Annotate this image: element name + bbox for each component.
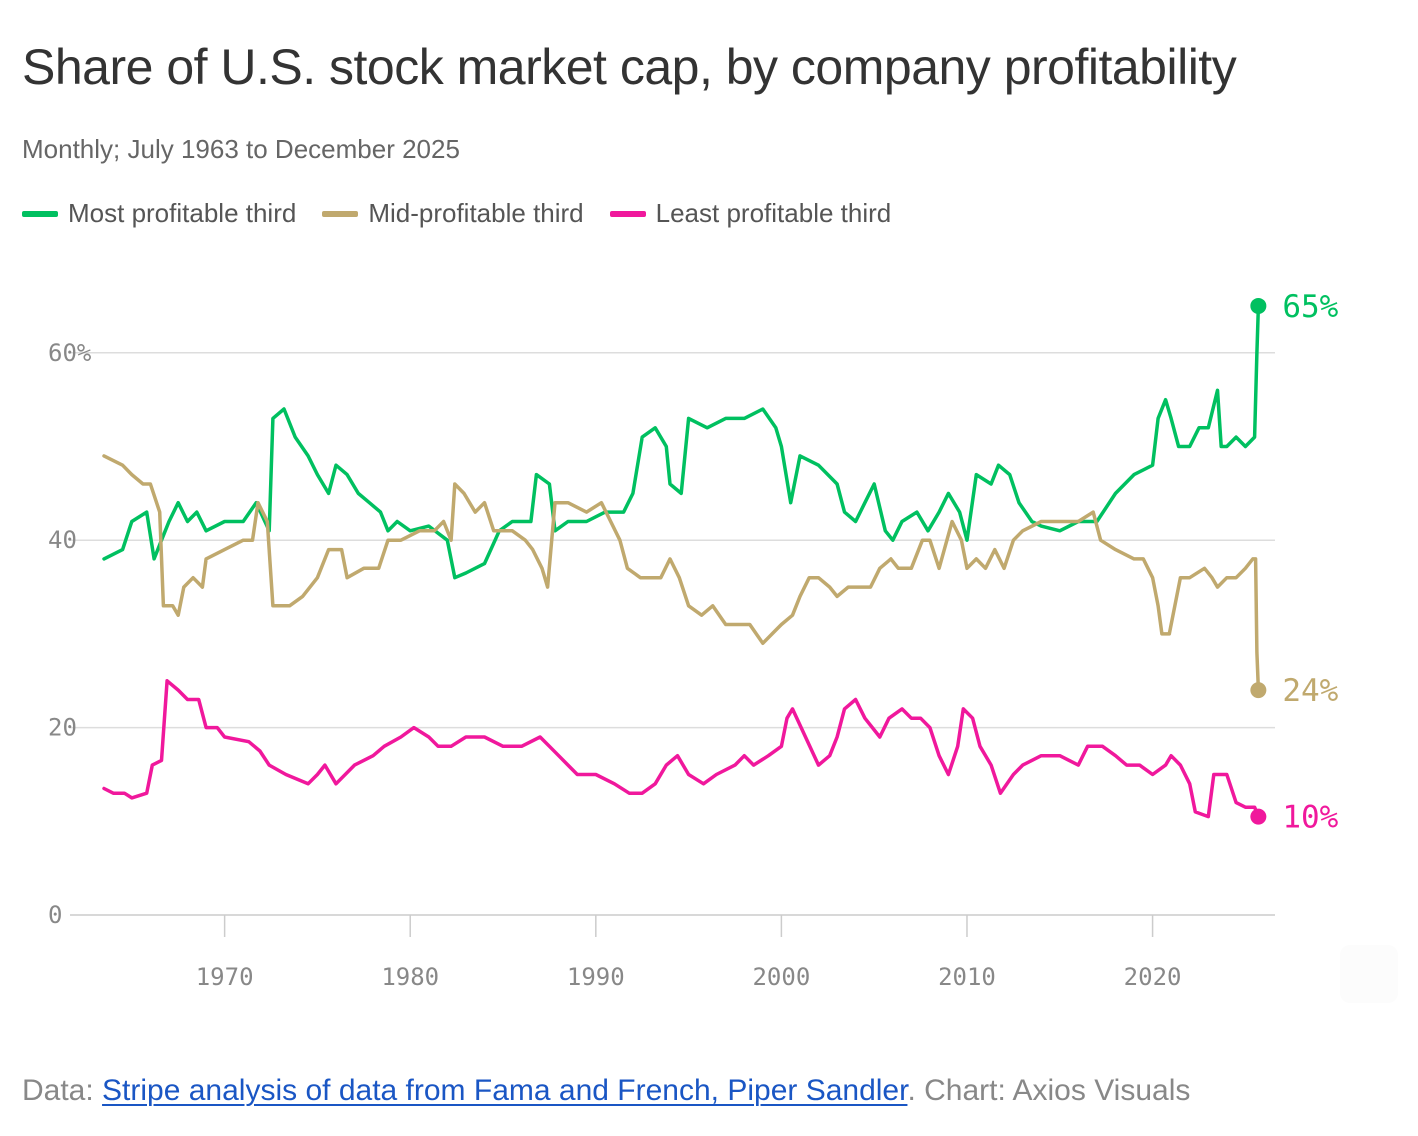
chart-title: Share of U.S. stock market cap, by compa… <box>22 39 1237 95</box>
series-line-mid <box>102 454 1261 692</box>
legend-label-least: Least profitable third <box>655 198 892 228</box>
end-marker-least <box>1250 808 1267 825</box>
legend-item-least: Least profitable third <box>609 198 892 229</box>
y-tick-label-40: 40 <box>48 526 77 554</box>
x-tick-label-2010: 2010 <box>938 963 996 991</box>
source-link[interactable]: Stripe analysis of data from Fama and Fr… <box>102 1074 908 1107</box>
legend-swatch-mid <box>322 210 359 217</box>
legend: Most profitable third Mid-profitable thi… <box>22 198 917 229</box>
source-footer: Data: Stripe analysis of data from Fama … <box>22 1074 1190 1108</box>
footer-suffix: . Chart: Axios Visuals <box>907 1074 1191 1107</box>
x-tick-label-1980: 1980 <box>381 963 439 991</box>
y-tick-label-0: 0 <box>48 901 62 929</box>
end-label-most: 65% <box>1282 289 1338 325</box>
x-tick-label-1990: 1990 <box>567 963 625 991</box>
x-tick-label-2000: 2000 <box>752 963 810 991</box>
legend-swatch-most <box>22 210 58 217</box>
x-tick-label-2020: 2020 <box>1124 963 1182 991</box>
legend-item-mid: Mid-profitable third <box>322 198 584 229</box>
corner-widget <box>1340 945 1398 1003</box>
legend-swatch-least <box>609 210 646 217</box>
chart-subtitle: Monthly; July 1963 to December 2025 <box>22 134 460 164</box>
x-tick-label-1970: 1970 <box>196 963 254 991</box>
footer-prefix: Data: <box>22 1074 103 1107</box>
series-line-most <box>102 304 1261 580</box>
y-tick-label-20: 20 <box>48 714 77 742</box>
end-label-least: 10% <box>1282 800 1338 836</box>
legend-label-most: Most profitable third <box>68 198 297 228</box>
line-chart: 0 20 40 60% 1970 1980 1990 2000 2010 2020 65% 24% 10… <box>48 289 1339 991</box>
end-marker-most <box>1250 297 1267 314</box>
end-label-mid: 24% <box>1282 673 1338 709</box>
series-line-least <box>102 679 1261 819</box>
legend-label-mid: Mid-profitable third <box>368 198 584 228</box>
end-marker-mid <box>1250 682 1267 699</box>
legend-item-most: Most profitable third <box>22 198 296 229</box>
y-tick-label-60: 60% <box>48 339 92 367</box>
